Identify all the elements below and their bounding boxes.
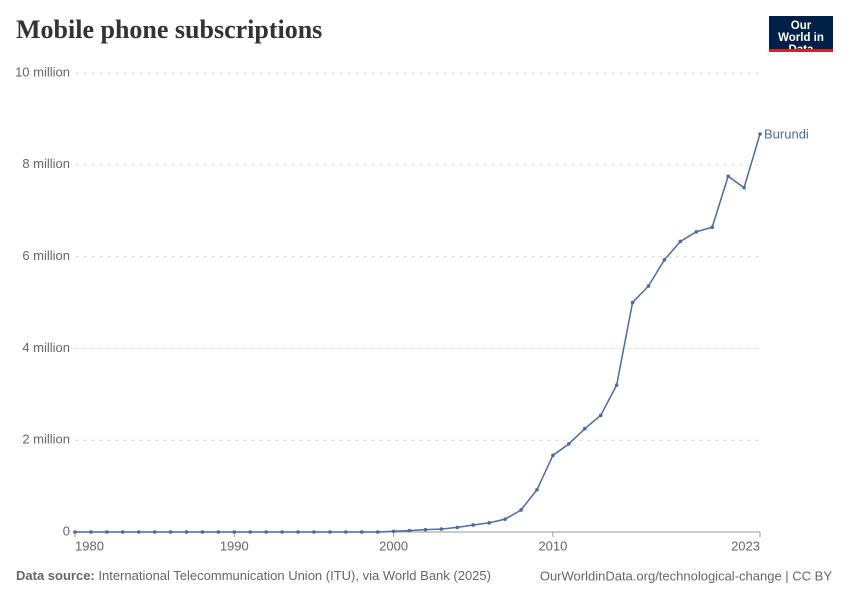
point xyxy=(73,530,77,534)
series-label: Burundi xyxy=(764,126,809,141)
point xyxy=(296,530,300,534)
point xyxy=(742,185,746,190)
point xyxy=(168,530,173,534)
y-tick-label: 8 million xyxy=(22,156,70,171)
logo-text: Our World in Data xyxy=(778,20,824,49)
y-tick-label: 4 million xyxy=(22,340,70,355)
logo xyxy=(769,16,833,52)
point xyxy=(535,487,539,492)
point xyxy=(471,523,476,527)
point xyxy=(551,453,555,458)
point xyxy=(407,528,412,533)
point xyxy=(662,258,667,262)
point xyxy=(567,442,571,446)
line xyxy=(75,133,761,533)
x-tick-label: 1980 xyxy=(75,538,104,553)
source: Data source: International Telecommunica… xyxy=(16,568,491,583)
point xyxy=(105,530,109,534)
point xyxy=(280,530,284,534)
point xyxy=(184,530,189,534)
source-label: Data source: xyxy=(16,568,95,583)
y-tick-label: 2 million xyxy=(22,432,70,447)
point xyxy=(726,174,730,179)
logo-bar xyxy=(769,49,833,52)
point xyxy=(375,530,380,534)
point xyxy=(216,530,221,534)
point xyxy=(439,527,444,531)
source-text: International Telecommunication Union (I… xyxy=(98,568,491,583)
y-tick-label: 10 million xyxy=(15,64,70,79)
url: OurWorldinData.org/technological-change … xyxy=(540,568,832,583)
point xyxy=(582,426,587,431)
point xyxy=(89,530,93,534)
x-tick-label: 1990 xyxy=(220,538,249,553)
point xyxy=(232,530,237,534)
point xyxy=(200,530,205,534)
x-tick-label: 2023 xyxy=(731,538,760,553)
point xyxy=(312,530,316,534)
point xyxy=(503,517,507,521)
point xyxy=(455,525,460,530)
logo-box: Our World in Data xyxy=(778,20,824,49)
point xyxy=(487,521,491,525)
point xyxy=(423,527,428,532)
point xyxy=(120,530,125,534)
y-tick-label: 6 million xyxy=(22,248,70,263)
point xyxy=(359,530,364,534)
point xyxy=(264,530,268,534)
point xyxy=(694,230,699,234)
point xyxy=(758,132,762,136)
point xyxy=(710,225,715,230)
chart-title: Mobile phone subscriptions xyxy=(16,15,322,44)
point xyxy=(344,530,348,534)
x-tick-label: 2010 xyxy=(538,538,567,553)
point xyxy=(598,413,603,418)
point xyxy=(519,508,523,512)
point xyxy=(328,530,332,534)
point xyxy=(136,530,141,534)
point xyxy=(630,300,635,305)
point xyxy=(614,383,619,387)
x-tick-label: 2000 xyxy=(379,538,408,553)
point xyxy=(646,284,651,288)
point xyxy=(248,530,253,534)
point xyxy=(678,239,683,244)
point xyxy=(152,530,157,534)
point xyxy=(391,529,396,534)
y-tick-label: 0 xyxy=(63,523,70,538)
